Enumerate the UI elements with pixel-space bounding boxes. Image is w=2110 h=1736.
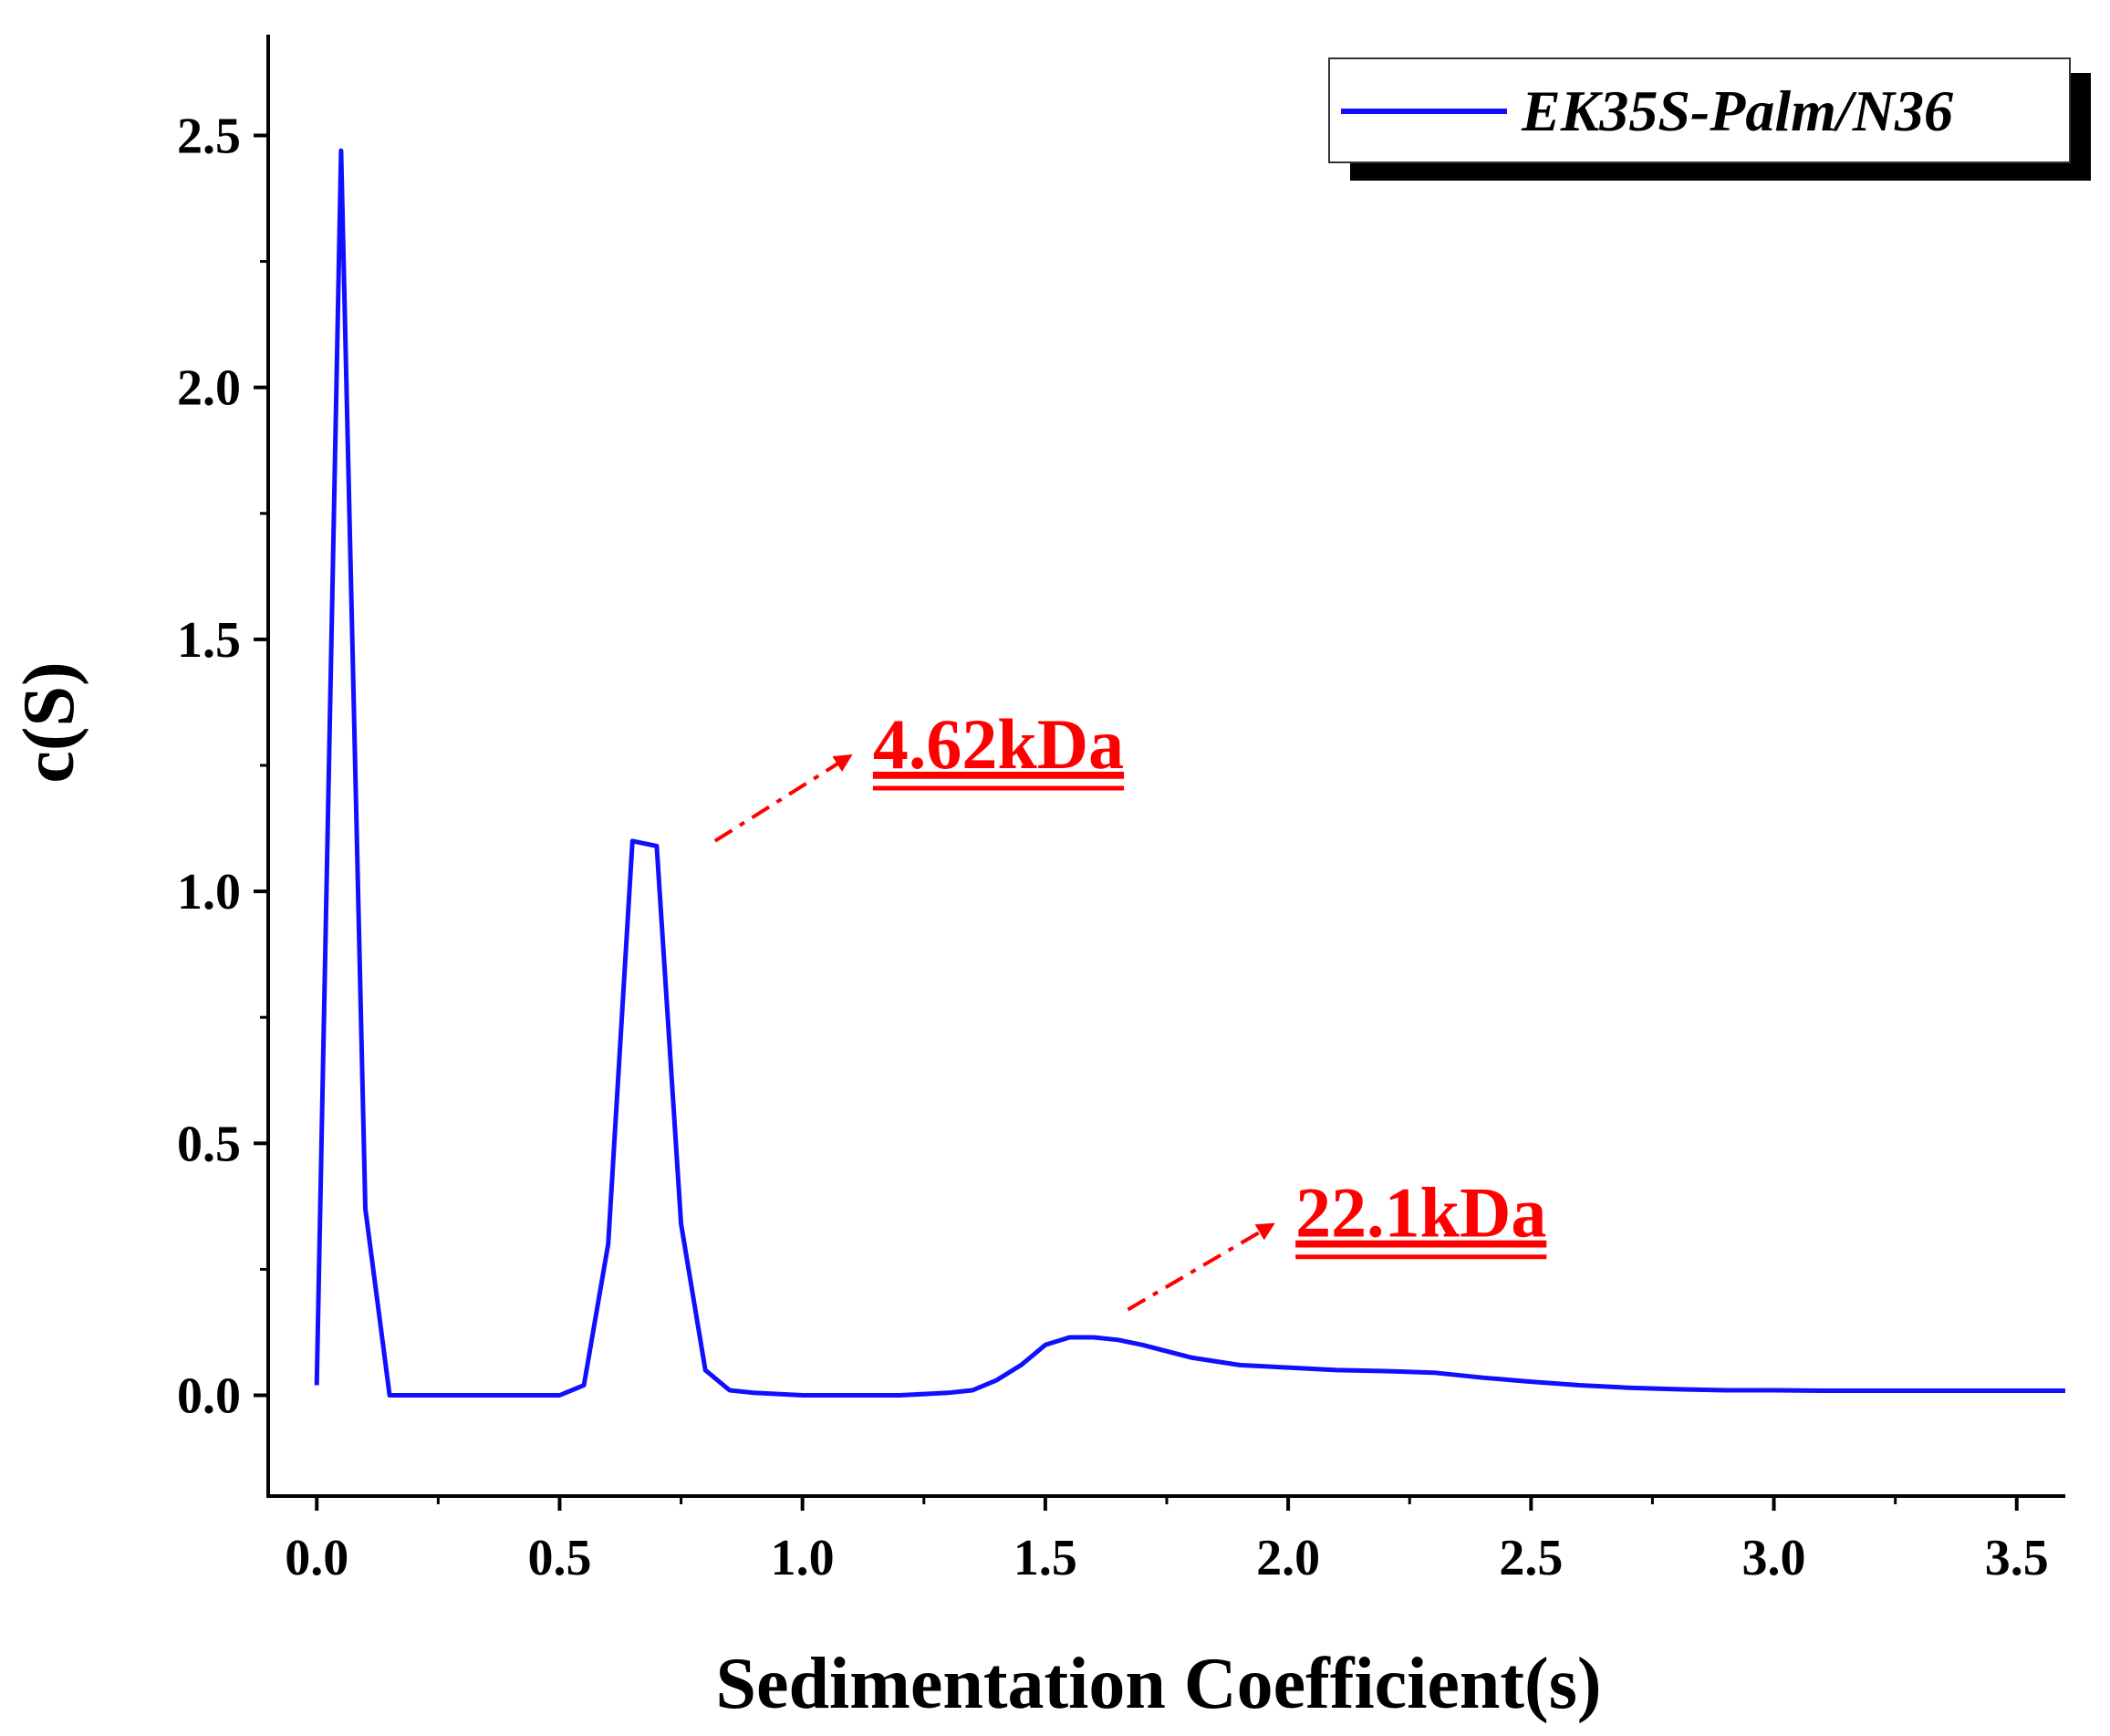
y-tick-label: 0.5	[177, 1116, 241, 1172]
annotation-arrow	[713, 754, 853, 843]
data-point	[1822, 1390, 1823, 1391]
x-tick-label: 2.0	[1256, 1530, 1320, 1586]
x-tick-label: 0.0	[285, 1530, 348, 1586]
data-point	[365, 1209, 366, 1210]
data-point	[948, 1392, 949, 1393]
x-axis-title: Sedimentation Coefficient(s)	[716, 1644, 1602, 1724]
data-point	[1336, 1369, 1337, 1370]
data-point	[1239, 1365, 1240, 1366]
annotation-label: 4.62kDa	[873, 704, 1124, 784]
data-point	[729, 1389, 730, 1390]
x-tick-label: 2.5	[1499, 1530, 1563, 1586]
data-point	[705, 1369, 706, 1370]
series-line-0	[314, 148, 2065, 1398]
data-point	[1579, 1385, 1580, 1386]
annotation-arrow	[1127, 1221, 1275, 1312]
data-point	[802, 1395, 803, 1396]
data-point	[2016, 1390, 2017, 1391]
legend-label: EK35S-Palm/N36	[1521, 78, 1953, 143]
data-point	[1069, 1336, 1070, 1337]
data-point	[584, 1385, 585, 1386]
data-point	[1385, 1371, 1386, 1372]
x-tick-label: 0.5	[527, 1530, 591, 1586]
data-point	[972, 1389, 973, 1390]
y-axis-ticks: 0.0 0.5 1.0 1.5 2.0 2.5	[177, 108, 268, 1425]
data-point	[1531, 1381, 1532, 1382]
data-point	[850, 1395, 851, 1396]
data-point	[1142, 1345, 1143, 1346]
x-tick-label: 1.5	[1013, 1530, 1077, 1586]
data-point	[1190, 1357, 1191, 1358]
data-point	[632, 840, 633, 841]
data-point	[1482, 1377, 1483, 1378]
y-tick-label: 2.5	[177, 108, 241, 164]
y-axis-title: c(S)	[9, 661, 89, 783]
data-point	[899, 1395, 900, 1396]
x-tick-label: 3.5	[1985, 1530, 2049, 1586]
data-point	[1725, 1389, 1726, 1390]
data-point	[1433, 1372, 1434, 1373]
data-point	[1919, 1390, 1920, 1391]
data-point	[1871, 1390, 1872, 1391]
data-point	[656, 846, 657, 847]
data-point	[1773, 1389, 1774, 1390]
y-tick-label: 1.5	[177, 612, 241, 669]
data-point	[511, 1395, 512, 1396]
data-point	[1117, 1339, 1118, 1340]
data-point	[1288, 1367, 1289, 1368]
data-point	[996, 1379, 997, 1380]
x-tick-label: 1.0	[771, 1530, 835, 1586]
legend: EK35S-Palm/N36	[1328, 57, 2091, 181]
data-point	[1677, 1388, 1678, 1389]
data-point	[462, 1395, 463, 1396]
x-tick-label: 3.0	[1742, 1530, 1806, 1586]
data-point	[1968, 1390, 1969, 1391]
y-tick-label: 2.0	[177, 360, 241, 417]
annotations: 4.62kDa 22.1kDa	[713, 704, 1547, 1312]
data-point	[2065, 1390, 2066, 1391]
x-axis-ticks: 0.0 0.5 1.0 1.5 2.0 2.5 3.0 3.5	[285, 1496, 2049, 1586]
series-group	[314, 148, 2066, 1398]
annotation-label: 22.1kDa	[1295, 1173, 1546, 1253]
data-point	[1021, 1365, 1022, 1366]
data-point	[559, 1395, 560, 1396]
data-point	[1094, 1336, 1095, 1337]
y-tick-label: 1.0	[177, 864, 241, 920]
data-point	[413, 1395, 414, 1396]
y-tick-label: 0.0	[177, 1368, 241, 1425]
